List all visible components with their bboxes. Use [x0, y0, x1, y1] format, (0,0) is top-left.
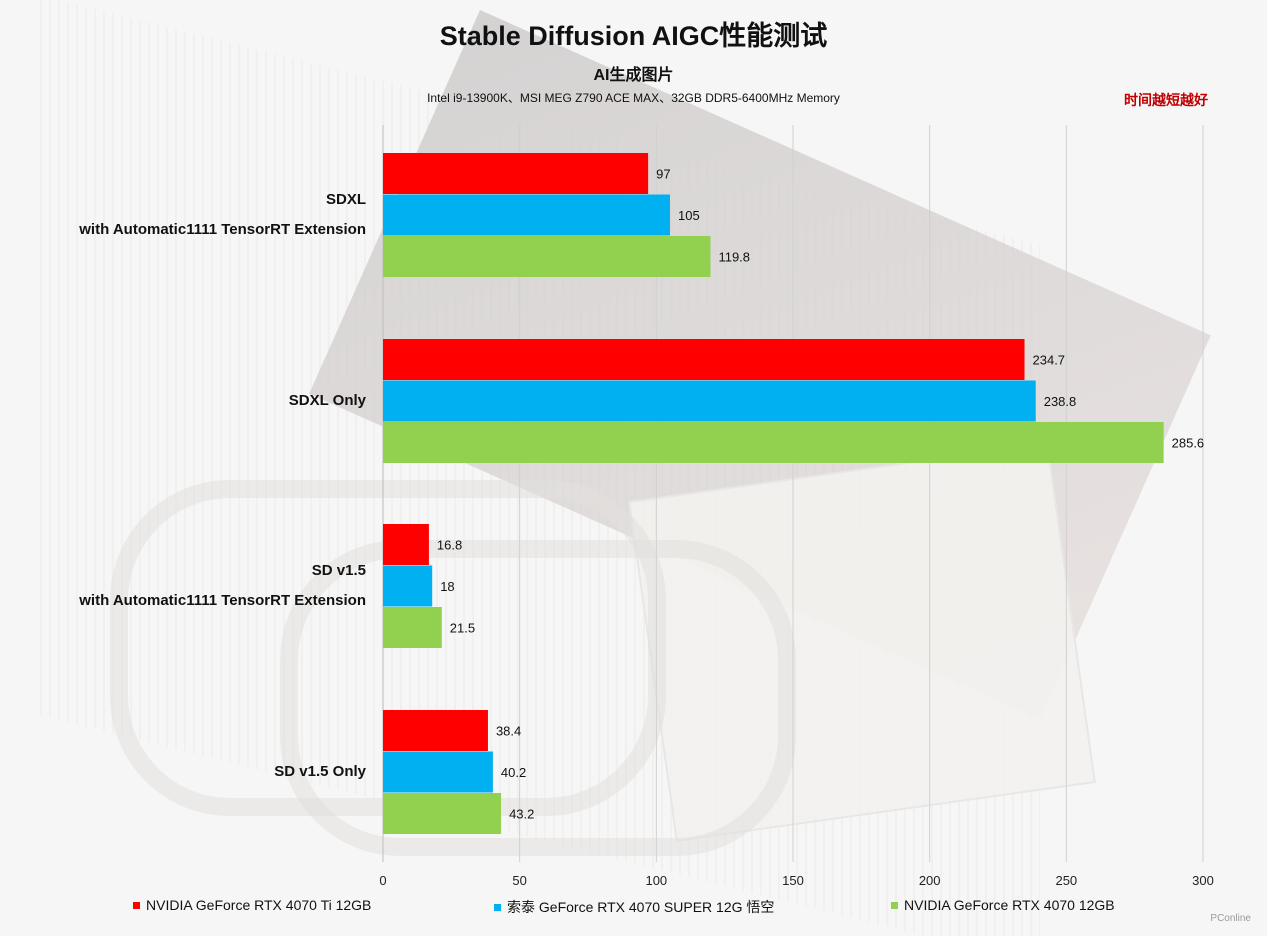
category-label: SD v1.5 Only — [274, 757, 366, 787]
bar — [383, 793, 502, 834]
bar-value-label: 18 — [440, 579, 454, 594]
chart-subtitle: AI生成图片 — [593, 67, 674, 84]
chart-title: Stable Diffusion AIGC性能测试 — [439, 21, 828, 51]
bar-value-label: 43.2 — [509, 807, 534, 822]
bar-value-label: 21.5 — [450, 621, 475, 636]
bar-value-label: 97 — [656, 167, 670, 182]
category-label-line: with Automatic1111 TensorRT Extension — [79, 221, 366, 238]
legend-item-rtx4070super-wukong: 索泰 GeForce RTX 4070 SUPER 12G 悟空 — [494, 897, 774, 917]
legend-swatch — [494, 903, 501, 911]
category-label-line: SD v1.5 Only — [274, 763, 366, 780]
lower-is-better-note: 时间越短越好 — [1124, 92, 1208, 108]
category-label: SD v1.5 with Automatic1111 TensorRT Exten… — [79, 556, 366, 616]
bar — [383, 380, 1036, 422]
bar-value-label: 40.2 — [501, 765, 526, 780]
legend-item-rtx4070: NVIDIA GeForce RTX 4070 12GB — [891, 897, 1115, 913]
category-label-line: with Automatic1111 TensorRT Extension — [79, 592, 366, 609]
legend-item-rtx4070ti: NVIDIA GeForce RTX 4070 Ti 12GB — [133, 897, 371, 913]
bar — [383, 236, 711, 277]
legend-label: NVIDIA GeForce RTX 4070 12GB — [904, 897, 1115, 913]
category-label-line: SDXL Only — [288, 392, 366, 409]
category-label-line: SD v1.5 — [311, 562, 366, 579]
category-label: SDXL with Automatic1111 TensorRT Extensio… — [79, 185, 366, 245]
bar — [383, 607, 442, 648]
bar-value-label: 119.8 — [718, 250, 750, 265]
legend-label: 索泰 GeForce RTX 4070 SUPER 12G 悟空 — [507, 899, 775, 915]
x-tick-label: 300 — [1192, 873, 1214, 888]
bar — [383, 422, 1164, 463]
x-tick-label: 50 — [512, 873, 526, 888]
legend-swatch — [891, 901, 898, 909]
bar-value-label: 285.6 — [1172, 436, 1205, 451]
bar — [383, 524, 429, 565]
category-label-line: SDXL — [325, 191, 366, 208]
bar — [383, 153, 649, 194]
bar — [383, 339, 1025, 380]
bar — [383, 710, 488, 751]
bar-value-label: 16.8 — [437, 538, 462, 553]
x-tick-label: 100 — [645, 873, 667, 888]
bar-value-label: 238.8 — [1044, 394, 1077, 409]
x-tick-label: 200 — [919, 873, 941, 888]
bar-value-label: 105 — [678, 208, 700, 223]
bar — [383, 565, 433, 607]
watermark: PConline — [1210, 913, 1251, 924]
category-label: SDXL Only — [289, 386, 366, 416]
bar — [383, 194, 670, 236]
legend-label: NVIDIA GeForce RTX 4070 Ti 12GB — [146, 897, 372, 913]
legend-swatch — [133, 901, 140, 909]
x-tick-label: 250 — [1055, 873, 1077, 888]
bar-value-label: 234.7 — [1033, 353, 1066, 368]
bar — [383, 751, 493, 793]
x-tick-label: 150 — [782, 873, 804, 888]
test-platform-specs: Intel i9-13900K、MSI MEG Z790 ACE MAX、32G… — [427, 91, 840, 105]
bar-value-label: 38.4 — [496, 724, 521, 739]
x-tick-label: 0 — [379, 873, 386, 888]
